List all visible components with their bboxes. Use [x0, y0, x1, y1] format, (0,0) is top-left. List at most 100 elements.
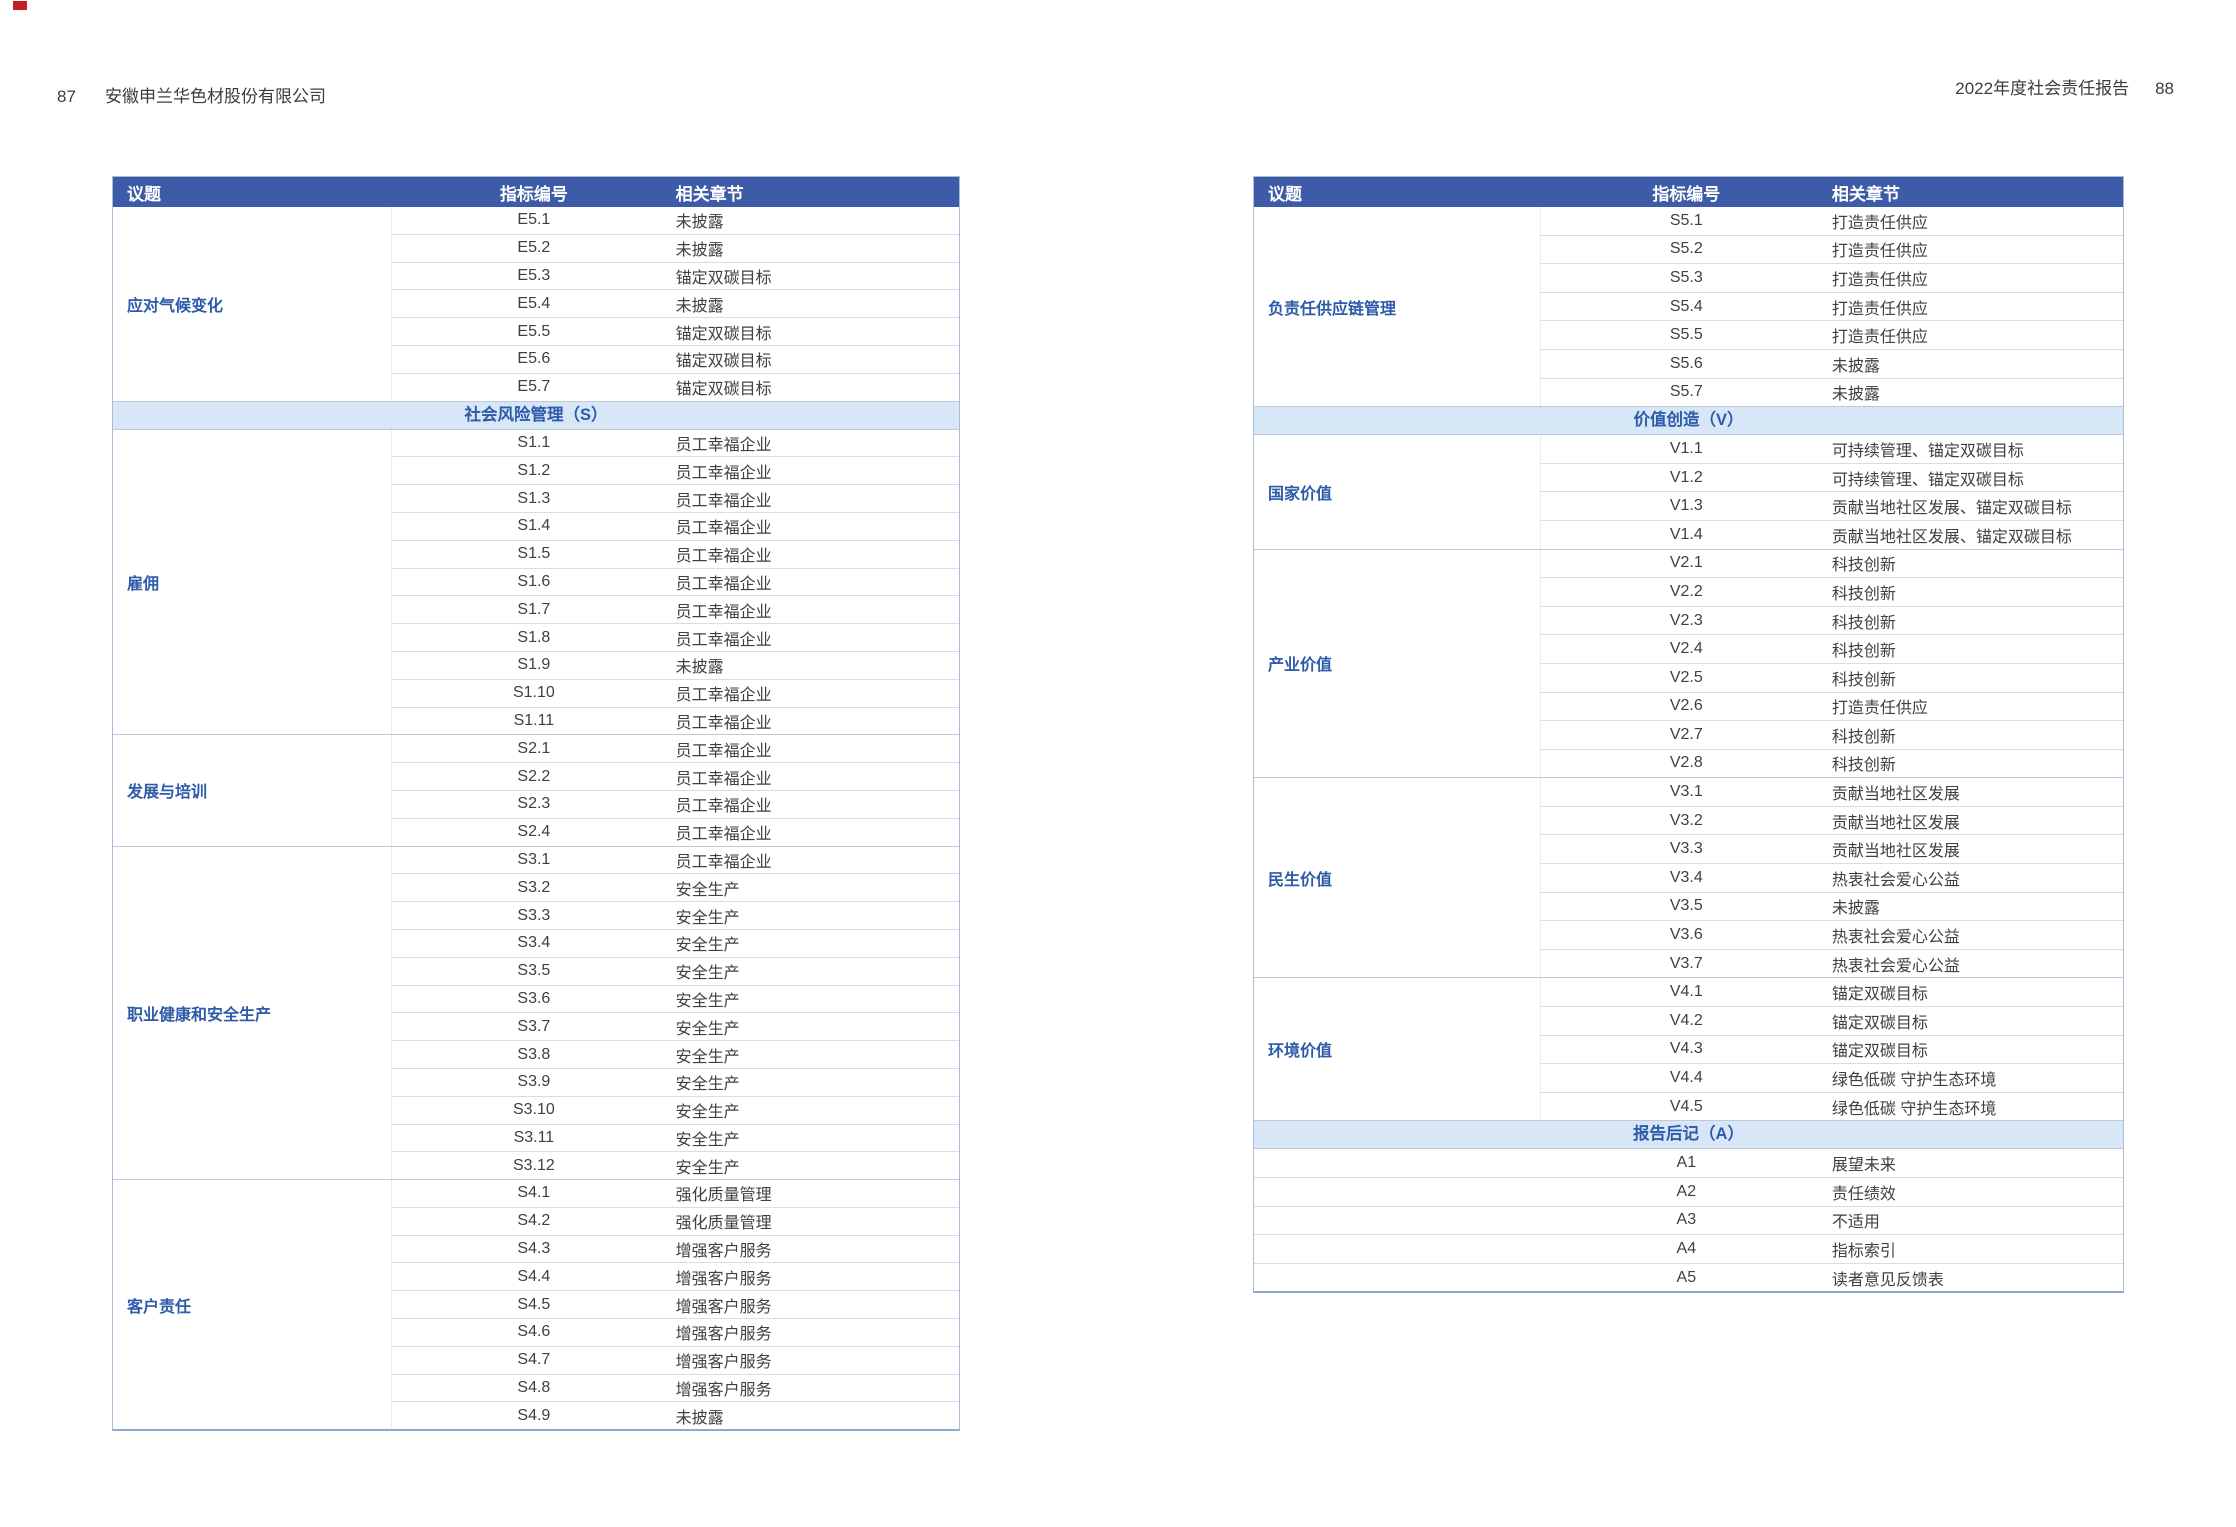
- table-row: S5.7 未披露: [1540, 377, 2123, 407]
- indicator-code: S4.8: [517, 1379, 551, 1397]
- related-chapter: 增强客户服务: [675, 1270, 772, 1288]
- group-rows: A1 展望未来 A2 责任绩效 A3 不适用 A4 指标索引 A5 读者意见反馈表: [1254, 1149, 2123, 1291]
- table-row: V3.6 热衷社会爱心公益: [1540, 920, 2123, 949]
- related-chapter: 增强客户服务: [675, 1382, 772, 1400]
- related-chapter: 锚定双碳目标: [1831, 1014, 1928, 1032]
- related-chapter: 可持续管理、锚定双碳目标: [1831, 442, 2024, 460]
- table-row: S4.9 未披露: [392, 1401, 959, 1429]
- indicator-code: V2.5: [1669, 668, 1703, 686]
- related-chapter: 未披露: [675, 1409, 724, 1427]
- table-row: A5 读者意见反馈表: [1254, 1262, 2123, 1292]
- indicator-code: A5: [1676, 1268, 1697, 1286]
- indicator-code: V3.2: [1669, 811, 1703, 829]
- table-row: V3.4 热衷社会爱心公益: [1540, 863, 2123, 892]
- related-chapter: 锚定双碳目标: [675, 353, 772, 371]
- table-row: S4.6 增强客户服务: [392, 1318, 959, 1346]
- topic-cell: 环境价值: [1254, 978, 1541, 1121]
- indicator-code: V4.3: [1669, 1040, 1703, 1058]
- table-row: S1.1 员工幸福企业: [392, 430, 959, 457]
- table-row: E5.3 锚定双碳目标: [392, 261, 959, 290]
- topic-cell: 负责任供应链管理: [1254, 207, 1541, 407]
- group-rows: S4.1 强化质量管理 S4.2 强化质量管理 S4.3 增强客户服务 S4.4 增强客户服务…: [392, 1180, 959, 1429]
- table-row: S3.6 安全生产: [392, 984, 959, 1013]
- section-band: 社会风险管理（S）: [113, 400, 959, 429]
- topic-cell: 雇佣: [113, 429, 393, 735]
- table-row: V3.2 贡献当地社区发展: [1540, 805, 2123, 835]
- table-row: E5.6 锚定双碳目标: [392, 344, 959, 373]
- table-row: S4.7 增强客户服务: [392, 1345, 959, 1374]
- table-header-row: 议题 指标编号 相关章节: [113, 177, 959, 207]
- related-chapter: 未披露: [675, 659, 724, 677]
- indicator-code: S3.4: [517, 934, 551, 952]
- page-corner-mark: [13, 1, 27, 10]
- indicator-code: V4.2: [1669, 1011, 1703, 1029]
- section-band: 报告后记（A）: [1254, 1120, 2123, 1149]
- indicator-code: S3.10: [512, 1101, 555, 1119]
- indicator-code: S1.8: [517, 628, 551, 646]
- table-row: E5.7 锚定双碳目标: [392, 372, 959, 401]
- indicator-code: S2.1: [517, 739, 551, 757]
- table-row: S5.5 打造责任供应: [1540, 320, 2123, 349]
- indicator-code: S5.4: [1669, 297, 1703, 315]
- related-chapter: 绿色低碳 守护生态环境: [1831, 1100, 1997, 1118]
- indicator-code: S1.10: [512, 684, 555, 702]
- indicator-code: S5.3: [1669, 268, 1703, 286]
- group-rows: S1.1 员工幸福企业 S1.2 员工幸福企业 S1.3 员工幸福企业 S1.4 员工幸福企业…: [392, 430, 959, 735]
- indicator-code: S2.3: [517, 795, 551, 813]
- indicator-code: S3.11: [513, 1128, 555, 1146]
- group-rows: S2.1 员工幸福企业 S2.2 员工幸福企业 S2.3 员工幸福企业 S2.4 员工幸福企业: [392, 735, 959, 845]
- related-chapter: 打造责任供应: [1831, 243, 1928, 261]
- indicator-code: S3.8: [517, 1045, 551, 1063]
- indicator-code: S4.5: [517, 1295, 551, 1313]
- indicator-code: S1.11: [513, 711, 555, 729]
- topic-cell: 国家价值: [1254, 435, 1541, 549]
- related-chapter: 增强客户服务: [675, 1326, 772, 1344]
- table-row: S1.9 未披露: [392, 650, 959, 679]
- indicator-code: S3.6: [517, 989, 551, 1007]
- indicator-code: V2.1: [1669, 554, 1703, 572]
- table-row: V2.3 科技创新: [1540, 605, 2123, 635]
- table-row: S3.2 安全生产: [392, 873, 959, 901]
- group-rows: S3.1 员工幸福企业 S3.2 安全生产 S3.3 安全生产 S3.4 安全生产 S3.5 安全…: [392, 847, 959, 1180]
- indicator-code: S3.3: [517, 906, 551, 924]
- related-chapter: 安全生产: [675, 881, 740, 899]
- table-row: E5.2 未披露: [392, 233, 959, 262]
- indicator-code: S1.3: [517, 489, 551, 507]
- related-chapter: 安全生产: [675, 1131, 740, 1149]
- related-chapter: 增强客户服务: [675, 1354, 772, 1372]
- related-chapter: 员工幸福企业: [675, 575, 772, 593]
- table-header-row: 议题 指标编号 相关章节: [1254, 177, 2123, 207]
- table-row: S1.8 员工幸福企业: [392, 623, 959, 651]
- indicator-code: S2.2: [517, 767, 551, 785]
- table-row: S3.1 员工幸福企业: [392, 847, 959, 874]
- indicator-code: S4.7: [517, 1351, 551, 1369]
- related-chapter: 打造责任供应: [1831, 271, 1928, 289]
- table-row: S3.8 安全生产: [392, 1040, 959, 1068]
- topic-group: 负责任供应链管理 S5.1 打造责任供应 S5.2 打造责任供应 S5.3 打造责任供应 S5…: [1254, 207, 2123, 407]
- indicator-code: V1.1: [1669, 439, 1703, 457]
- table-row: S4.2 强化质量管理: [392, 1206, 959, 1235]
- indicator-code: E5.3: [517, 266, 551, 284]
- related-chapter: 员工幸福企业: [675, 436, 772, 454]
- related-chapter: 指标索引: [1831, 1242, 1896, 1260]
- topic-group: 民生价值 V3.1 贡献当地社区发展 V3.2 贡献当地社区发展 V3.3 贡献当地社区发展…: [1254, 777, 2123, 978]
- table-row: A2 责任绩效: [1254, 1177, 2123, 1206]
- table-row: V1.3 贡献当地社区发展、锚定双碳目标: [1540, 491, 2123, 520]
- indicator-code: S3.12: [512, 1156, 555, 1174]
- table-row: S3.9 安全生产: [392, 1067, 959, 1096]
- indicator-code: V2.3: [1669, 611, 1703, 629]
- related-chapter: 贡献当地社区发展、锚定双碳目标: [1831, 500, 2072, 518]
- related-chapter: 读者意见反馈表: [1831, 1271, 1944, 1289]
- related-chapter: 员工幸福企业: [675, 603, 772, 621]
- table-row: V2.6 打造责任供应: [1540, 691, 2123, 721]
- page-header-right: 2022年度社会责任报告 88: [1955, 74, 2174, 99]
- indicator-code: S3.1: [517, 850, 551, 868]
- related-chapter: 未披露: [1831, 900, 1880, 918]
- related-chapter: 可持续管理、锚定双碳目标: [1831, 471, 2024, 489]
- related-chapter: 科技创新: [1831, 585, 1896, 603]
- related-chapter: 锚定双碳目标: [675, 325, 772, 343]
- table-row: E5.4 未披露: [392, 289, 959, 317]
- related-chapter: 强化质量管理: [675, 1187, 772, 1205]
- table-row: S5.4 打造责任供应: [1540, 291, 2123, 321]
- esg-index-table-right: 议题 指标编号 相关章节 负责任供应链管理 S5.1 打造责任供应 S5.2 打造责任供…: [1253, 176, 2124, 1294]
